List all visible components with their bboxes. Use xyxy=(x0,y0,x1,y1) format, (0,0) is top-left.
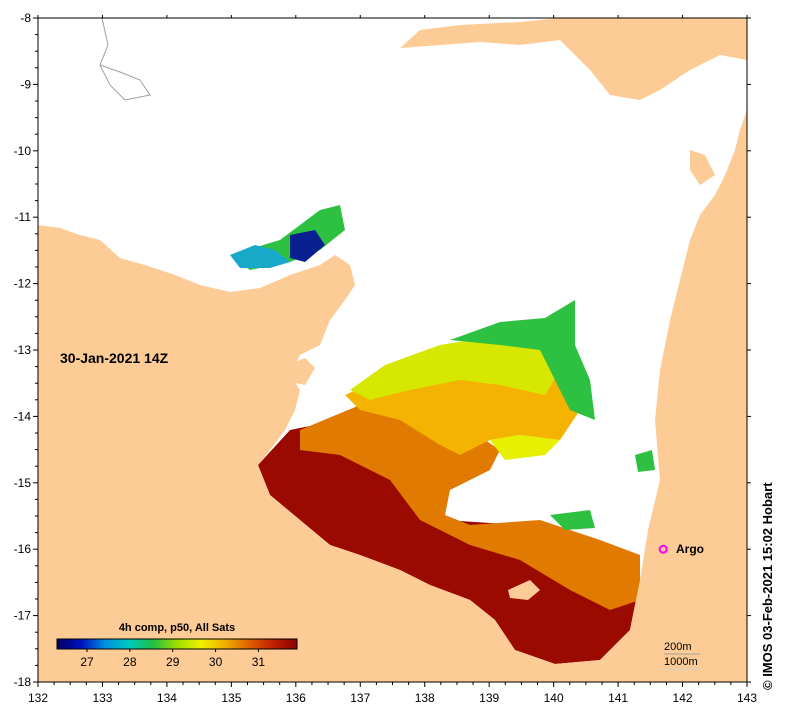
sst-green-patch-2 xyxy=(550,510,595,530)
contour-legend: 200m 1000m xyxy=(664,641,700,670)
lon-tick-label: 140 xyxy=(544,691,564,705)
sst-yellow-patch-2 xyxy=(490,435,560,460)
colorbar: 4h comp, p50, All Sats 27 28 29 30 31 xyxy=(56,622,298,669)
colorbar-title: 4h comp, p50, All Sats xyxy=(119,622,235,634)
argo-label: Argo xyxy=(676,542,704,556)
sst-west-strip-blue xyxy=(290,230,325,262)
sst-green-north xyxy=(450,300,595,420)
lon-tick-label: 136 xyxy=(286,691,306,705)
lon-tick-label: 139 xyxy=(479,691,499,705)
coastline-timor xyxy=(99,18,151,101)
sst-yellow-region xyxy=(350,335,560,400)
land-mornington-island xyxy=(508,580,540,600)
lon-tick-label: 132 xyxy=(28,691,48,705)
land-west-australia xyxy=(38,110,747,682)
sst-hot-region xyxy=(258,420,640,664)
land xyxy=(38,18,747,682)
lat-tick-label: -11 xyxy=(15,210,32,224)
land-groote-eylandt xyxy=(288,358,315,385)
lat-tick-label: -16 xyxy=(14,542,32,556)
lat-tick-label: -12 xyxy=(14,277,32,291)
land-cape-york-tip xyxy=(690,150,715,185)
credit-text: © IMOS 03-Feb-2021 15:02 Hobart xyxy=(760,482,775,690)
lon-tick-label: 141 xyxy=(608,691,628,705)
sst-warm-region xyxy=(300,405,640,610)
latitude-axis: -8 -9 -10 -11 -12 -13 -14 -15 -16 -17 -18 xyxy=(14,11,751,689)
lat-tick-label: -15 xyxy=(14,476,32,490)
longitude-axis: 132 133 134 135 136 137 138 139 140 141 142 143 xyxy=(28,15,757,705)
lat-tick-label: -17 xyxy=(14,609,32,623)
colorbar-tick-label: 28 xyxy=(123,655,137,669)
argo-marker: Argo xyxy=(658,542,704,556)
colorbar-tick-label: 27 xyxy=(80,655,94,669)
lon-tick-label: 134 xyxy=(157,691,177,705)
lon-tick-label: 137 xyxy=(350,691,370,705)
colorbar-gradient xyxy=(56,638,298,650)
map-layers xyxy=(38,18,747,682)
lon-tick-label: 138 xyxy=(415,691,435,705)
lat-tick-label: -10 xyxy=(14,144,32,158)
lat-tick-label: -14 xyxy=(14,409,32,423)
lat-tick-label: -8 xyxy=(20,11,31,25)
colorbar-tick-label: 31 xyxy=(252,655,266,669)
lon-tick-label: 142 xyxy=(673,691,693,705)
colorbar-tick-label: 29 xyxy=(166,655,180,669)
date-label: 30-Jan-2021 14Z xyxy=(60,350,169,366)
sst-west-strip-cyan xyxy=(230,245,290,268)
colorbar-tick-label: 30 xyxy=(209,655,223,669)
contour-label-1000m: 1000m xyxy=(664,656,698,668)
sst-overlay xyxy=(230,205,655,664)
lon-tick-label: 133 xyxy=(92,691,112,705)
colorbar-ticks: 27 28 29 30 31 xyxy=(80,649,265,669)
sst-coast-patch xyxy=(635,450,655,472)
argo-float-icon xyxy=(658,544,668,554)
lat-tick-label: -13 xyxy=(14,343,32,357)
lon-tick-label: 143 xyxy=(737,691,757,705)
contour-label-200m: 200m xyxy=(664,641,692,653)
lat-tick-label: -9 xyxy=(20,77,31,91)
land-island-east xyxy=(740,258,747,282)
lon-tick-label: 135 xyxy=(221,691,241,705)
lat-tick-label: -18 xyxy=(14,675,32,689)
land-new-guinea xyxy=(400,18,747,100)
